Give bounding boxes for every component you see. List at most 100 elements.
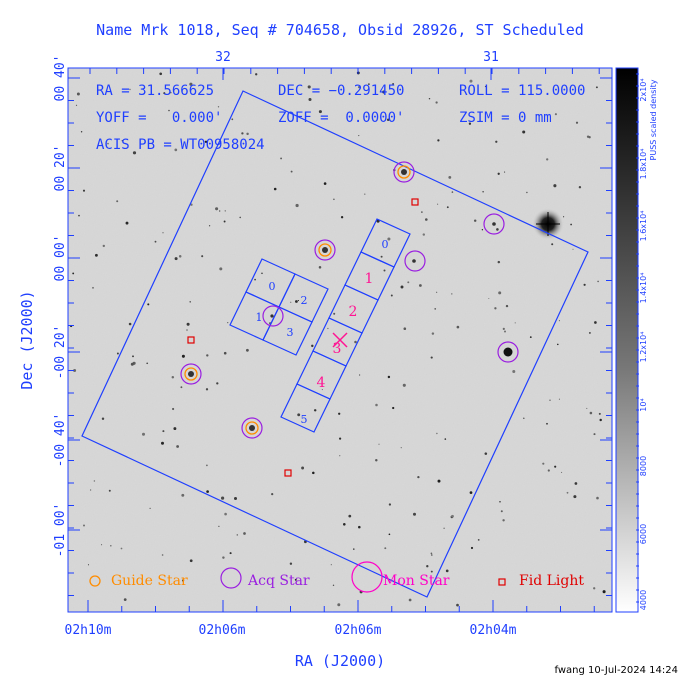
background-star: [422, 233, 425, 236]
background-star: [236, 534, 239, 536]
background-star: [340, 216, 344, 219]
background-star: [254, 278, 256, 281]
background-star: [573, 495, 577, 499]
background-star: [147, 303, 150, 306]
background-star: [201, 255, 204, 258]
background-star: [313, 409, 317, 412]
background-star: [514, 322, 516, 324]
background-star: [504, 171, 506, 173]
background-star: [295, 203, 299, 208]
background-star: [358, 525, 361, 529]
background-star: [339, 455, 341, 457]
background-star: [186, 329, 188, 331]
roll-readout: ROLL = 115.0000: [459, 83, 585, 99]
background-star: [430, 356, 433, 359]
background-star: [431, 332, 435, 335]
guide-star-marker: [245, 421, 259, 435]
background-star: [246, 132, 249, 136]
background-star: [116, 352, 119, 355]
zsim-readout: ZSIM = 0 mm: [459, 110, 552, 126]
background-star: [421, 211, 423, 213]
background-star: [403, 327, 407, 331]
acq-star-marker: [180, 363, 202, 385]
background-star: [417, 475, 420, 479]
background-star: [428, 97, 431, 100]
acis-i-label-2: 2: [301, 294, 308, 307]
fid-light-marker: [187, 336, 195, 344]
background-star: [76, 92, 80, 96]
zoff-readout: ZOFF = 0.0000': [278, 110, 404, 126]
background-star: [437, 139, 440, 142]
y-tick-label: -00 20': [53, 325, 68, 380]
acis-s-label-4: 4: [317, 375, 326, 391]
background-star: [529, 336, 532, 338]
background-star: [542, 462, 545, 465]
background-star: [162, 232, 164, 234]
x-axis-label: RA (J2000): [295, 652, 385, 670]
background-star: [386, 118, 390, 121]
guide-star-marker: [184, 367, 198, 381]
background-star: [130, 362, 134, 366]
background-star: [101, 417, 105, 420]
background-star: [290, 170, 293, 173]
background-star: [218, 525, 220, 528]
acis-i-label-3: 3: [287, 326, 294, 339]
background-star: [596, 496, 599, 500]
background-star: [206, 490, 209, 493]
background-star: [588, 331, 591, 334]
background-star: [224, 210, 226, 212]
y-axis-label: Dec (J2000): [18, 290, 36, 389]
background-star: [484, 85, 487, 88]
background-star: [368, 83, 370, 85]
background-star: [215, 207, 219, 211]
background-star: [424, 218, 428, 221]
background-star: [392, 406, 395, 410]
background-star: [407, 281, 410, 284]
background-star: [400, 285, 404, 289]
background-star: [110, 544, 112, 547]
background-star: [224, 512, 227, 516]
background-star: [388, 533, 391, 536]
background-star: [598, 412, 601, 415]
background-star: [554, 465, 557, 468]
legend-fid-icon: [498, 578, 506, 586]
background-star: [180, 386, 183, 389]
background-star: [586, 407, 588, 409]
field-of-view-outline: [81, 90, 589, 598]
colorbar-tick-label: 8000: [639, 456, 648, 476]
background-star: [358, 135, 360, 137]
background-star: [597, 280, 599, 283]
background-star: [206, 354, 209, 357]
x-top-tick-label: 31: [483, 50, 499, 65]
acis-s-chip-5: [280, 383, 331, 433]
background-star: [431, 554, 433, 556]
chart-title: Name Mrk 1018, Seq # 704658, Obsid 28926…: [96, 21, 584, 39]
x-tick-label: 02h10m: [65, 623, 112, 638]
aimpoint-marker: [332, 332, 348, 348]
background-star: [154, 240, 157, 243]
background-star: [123, 598, 127, 601]
background-star: [468, 122, 472, 125]
guide-star-marker: [318, 243, 332, 257]
background-star: [402, 383, 406, 387]
background-star: [547, 469, 550, 472]
background-star: [297, 300, 299, 302]
background-star: [599, 418, 602, 422]
background-star: [102, 244, 105, 248]
acis-i-array: [229, 258, 329, 356]
background-star: [497, 172, 500, 175]
background-star: [497, 260, 501, 264]
y-tick-label: -00 40': [53, 413, 68, 468]
background-star: [94, 253, 98, 257]
background-star: [273, 187, 277, 191]
background-star: [289, 562, 293, 565]
background-star: [549, 399, 551, 402]
background-star: [107, 142, 109, 145]
acis-i-label-1: 1: [256, 311, 263, 324]
background-star: [512, 369, 516, 374]
background-star: [128, 322, 132, 326]
background-star: [72, 272, 75, 275]
background-star: [333, 312, 336, 315]
background-star: [231, 118, 234, 121]
background-star: [290, 301, 292, 303]
